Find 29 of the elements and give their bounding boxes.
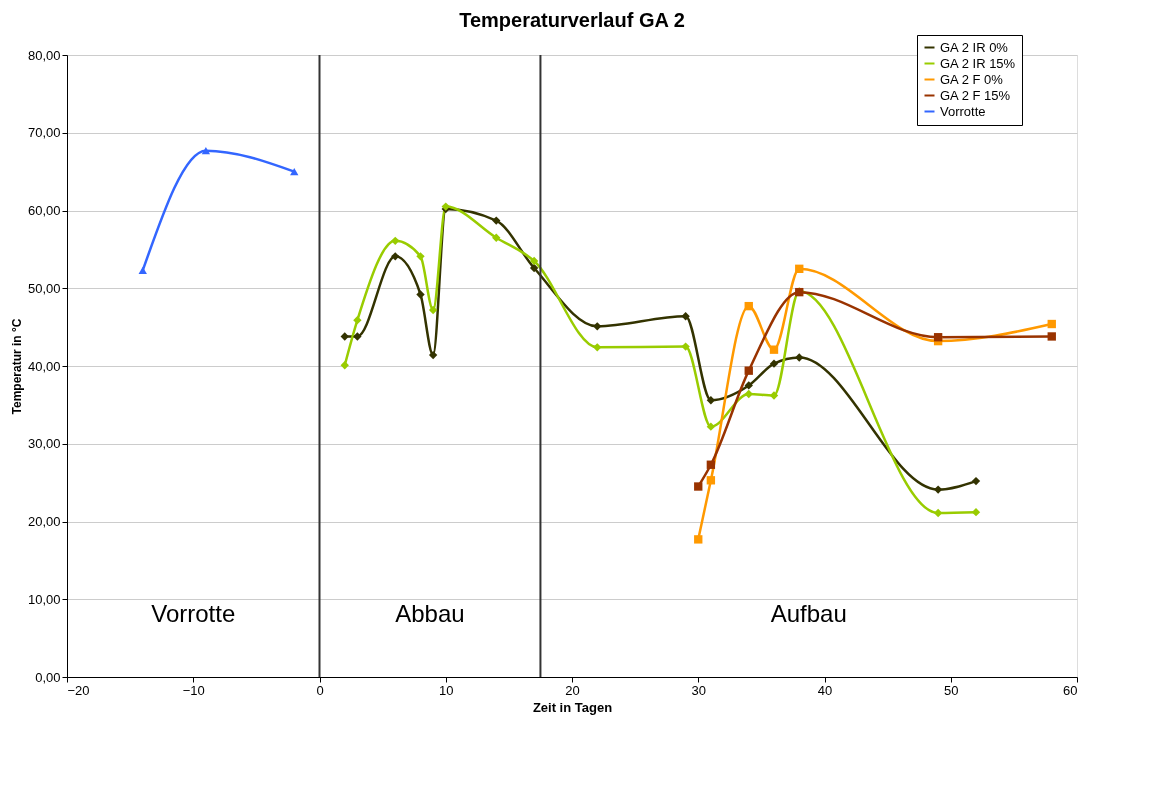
legend-label: Vorrotte	[940, 103, 986, 119]
annotation: Vorrotte	[151, 600, 236, 627]
x-tick-label: 20	[565, 682, 580, 698]
annotation: Abbau	[395, 600, 465, 627]
x-tick-label: 60	[1063, 682, 1078, 698]
y-tick-label: 10,00	[27, 591, 61, 607]
chart-title: Temperaturverlauf GA 2	[459, 8, 685, 31]
y-tick-label: 20,00	[27, 514, 61, 529]
x-tick-label: 0	[316, 682, 324, 698]
x-tick-label: 40	[817, 682, 833, 698]
x-tick-label: 30	[691, 682, 706, 698]
x-tick-label: 50	[944, 682, 959, 698]
x-tick-label: −10	[182, 682, 205, 698]
y-tick-label: 50,00	[27, 280, 61, 296]
y-axis-title: Temperatur in °C	[9, 318, 24, 415]
x-tick-label: −20	[67, 682, 90, 698]
y-tick-label: 0,00	[35, 669, 61, 685]
y-tick-label: 60,00	[27, 203, 61, 218]
y-tick-label: 30,00	[27, 436, 61, 452]
legend-label: GA 2 F 15%	[940, 87, 1011, 103]
y-tick-label: 40,00	[27, 358, 61, 374]
legend-label: GA 2 F 0%	[940, 71, 1004, 87]
y-tick-label: 80,00	[27, 47, 61, 63]
legend-label: GA 2 IR 15%	[940, 55, 1016, 71]
y-tick-label: 70,00	[27, 125, 61, 141]
legend-label: GA 2 IR 0%	[940, 39, 1009, 55]
x-axis-title: Zeit in Tagen	[532, 699, 613, 715]
x-tick-label: 10	[439, 682, 454, 698]
annotation: Aufbau	[770, 600, 847, 627]
